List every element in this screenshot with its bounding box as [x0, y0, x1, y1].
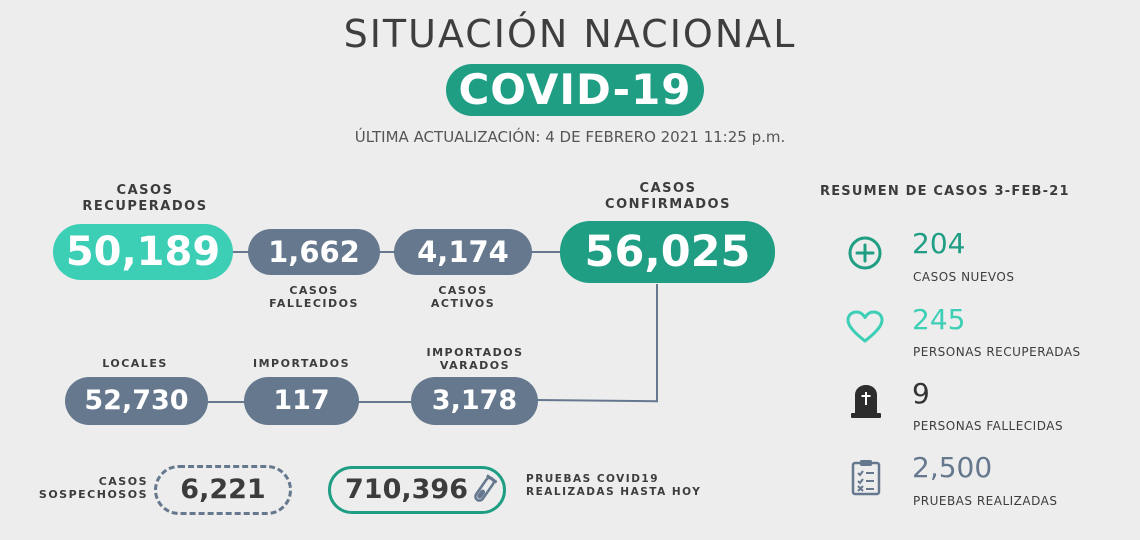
clipboard-checklist-icon	[850, 458, 882, 496]
active-label: CASOS ACTIVOS	[430, 284, 496, 310]
summary-title: RESUMEN DE CASOS 3-FEB-21	[820, 184, 1070, 199]
suspected-value: 6,221	[154, 465, 292, 515]
connector-line	[535, 399, 659, 403]
stranded-value: 3,178	[411, 377, 538, 425]
new-cases-value: 204	[912, 227, 966, 260]
new-cases-label: CASOS NUEVOS	[913, 270, 1015, 284]
plus-circle-icon	[847, 235, 883, 271]
deceased-today-label: PERSONAS FALLECIDAS	[913, 419, 1064, 433]
imported-value: 117	[244, 377, 359, 425]
tests-box: 710,396	[328, 466, 506, 514]
page-title: SITUACIÓN NACIONAL	[343, 12, 797, 56]
deceased-today-value: 9	[912, 377, 930, 410]
tombstone-icon	[849, 383, 883, 419]
test-tube-icon	[471, 474, 497, 506]
confirmed-value: 56,025	[560, 221, 775, 283]
tests-label: PRUEBAS COVID19 REALIZADAS HASTA HOY	[526, 473, 702, 498]
heart-icon	[846, 310, 884, 344]
deceased-value: 1,662	[248, 229, 380, 275]
recovered-label: CASOS RECUPERADOS	[82, 183, 208, 214]
confirmed-label: CASOS CONFIRMADOS	[605, 181, 731, 212]
connector-line	[656, 284, 658, 401]
last-updated: ÚLTIMA ACTUALIZACIÓN: 4 DE FEBRERO 2021 …	[354, 128, 786, 146]
recovered-value: 50,189	[53, 224, 233, 280]
recovered-today-label: PERSONAS RECUPERADAS	[913, 345, 1081, 359]
local-value: 52,730	[65, 377, 208, 425]
tests-today-label: PRUEBAS REALIZADAS	[913, 494, 1058, 508]
tests-today-value: 2,500	[912, 451, 993, 484]
active-value: 4,174	[394, 229, 532, 275]
deceased-label: CASOS FALLECIDOS	[269, 284, 359, 310]
local-label: LOCALES	[102, 357, 168, 370]
suspected-label: CASOS SOSPECHOSOS	[38, 475, 148, 501]
tests-value: 710,396	[345, 474, 468, 505]
recovered-today-value: 245	[912, 303, 966, 336]
covid-badge: COVID-19	[446, 64, 704, 116]
stranded-label: IMPORTADOS VARADOS	[426, 346, 524, 372]
imported-label: IMPORTADOS	[253, 357, 350, 370]
